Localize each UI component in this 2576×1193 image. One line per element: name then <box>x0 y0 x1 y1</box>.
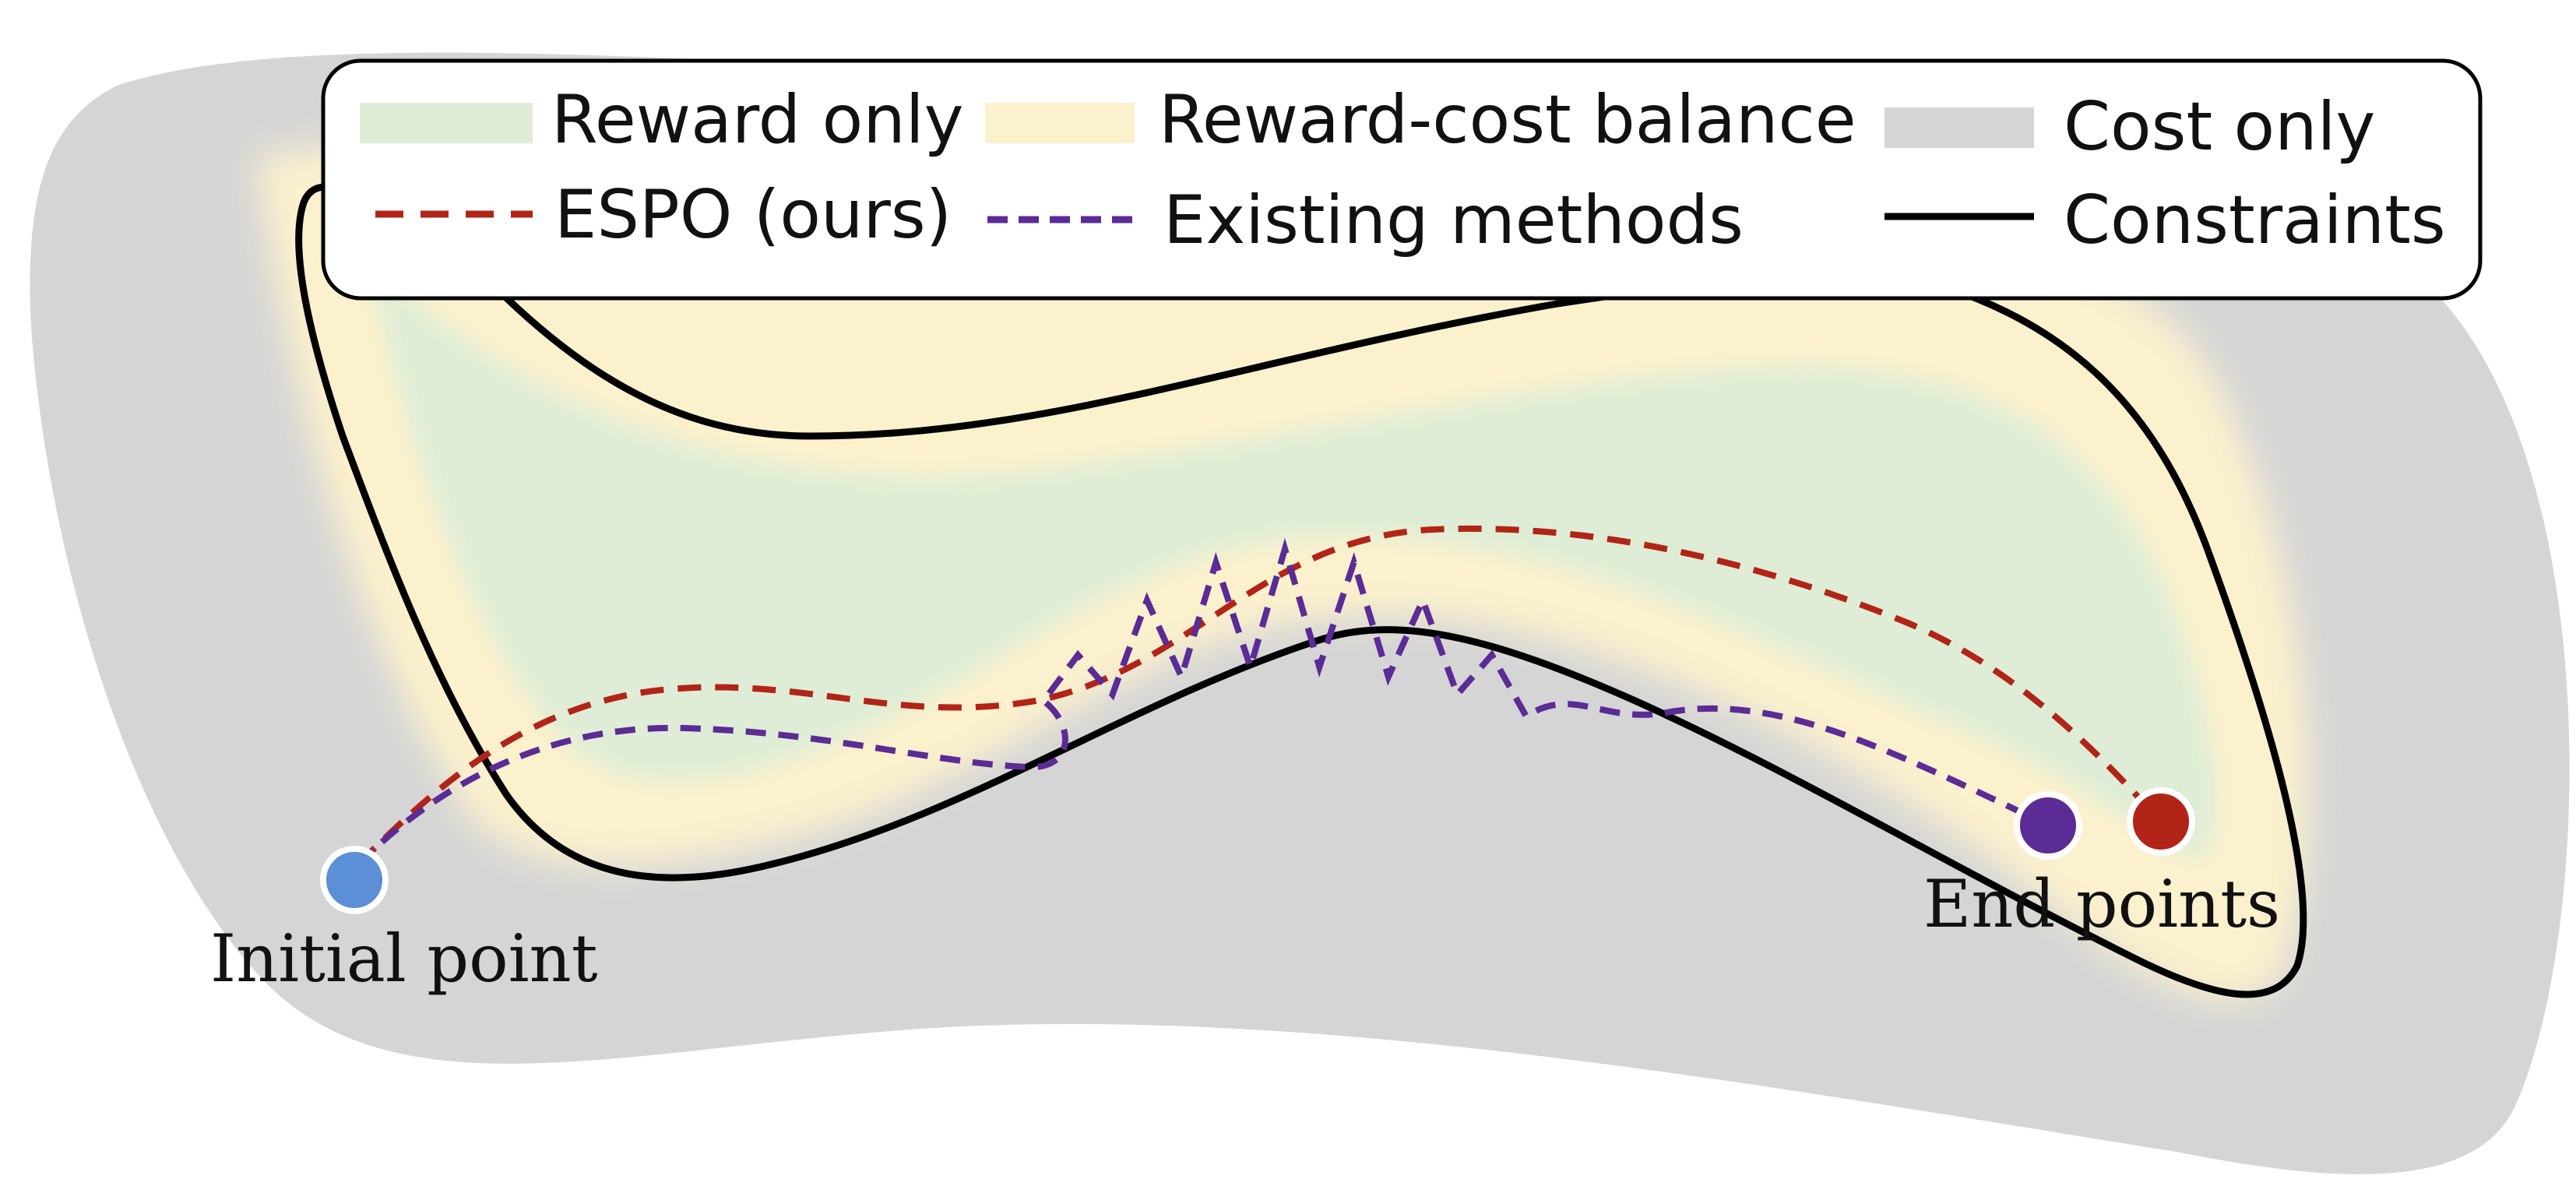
legend-swatch-cost-only <box>1884 107 2034 148</box>
reward-only-region <box>366 257 2217 864</box>
initial-point-marker <box>320 846 389 914</box>
legend-label-constraints: Constraints <box>2064 181 2446 259</box>
reward-cost-balance-region <box>257 130 2309 1001</box>
legend-swatch-reward-cost-balance <box>985 103 1135 143</box>
constraint-outer-curve <box>295 183 2307 998</box>
legend-label-reward-only: Reward only <box>551 81 964 159</box>
existing-methods-end-point <box>2014 791 2082 860</box>
espo-end-point <box>2127 787 2195 856</box>
espo-trajectory <box>356 525 2159 867</box>
legend-swatch-reward-only <box>360 103 533 143</box>
initial-point-label: Initial point <box>210 920 598 997</box>
legend-label-cost-only: Cost only <box>2064 88 2375 166</box>
legend-label-existing-methods: Existing methods <box>1163 181 1744 259</box>
end-points-label: End points <box>1923 866 2280 942</box>
legend: Reward only Reward-cost balance Cost onl… <box>321 58 2483 301</box>
legend-label-reward-cost-balance: Reward-cost balance <box>1159 81 1856 159</box>
legend-label-espo: ESPO (ours) <box>554 176 952 254</box>
existing-methods-trajectory <box>356 537 2034 867</box>
